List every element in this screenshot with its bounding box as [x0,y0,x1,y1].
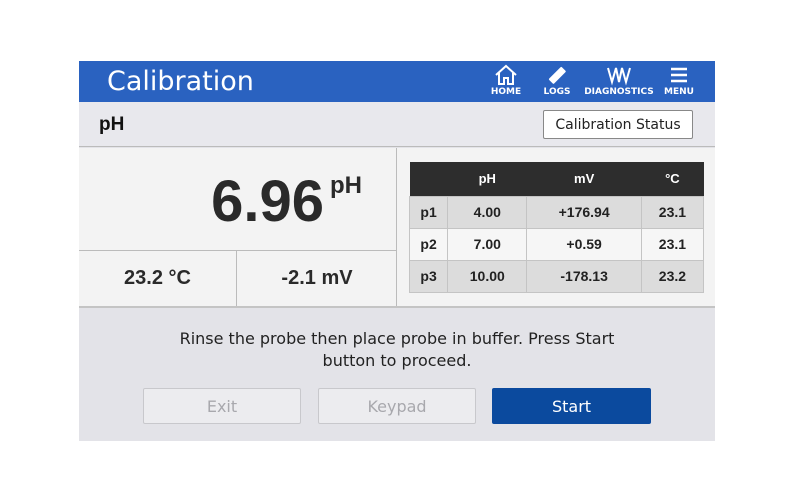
page-title: Calibration [107,66,254,97]
col-header: pH [447,162,527,196]
calibration-status-button[interactable]: Calibration Status [543,110,693,139]
usb-stick-icon [548,66,566,84]
message-line: Rinse the probe then place probe in buff… [179,329,615,348]
cell: 23.1 [640,195,705,229]
nav-menu[interactable]: MENU [662,64,696,97]
exit-button[interactable]: Exit [143,388,301,424]
cell: p3 [408,259,449,293]
reading-display: 6.96 pH 23.2 °C -2.1 mV [79,148,397,306]
cell: p2 [408,227,449,261]
reading-panel: 6.96 pH 23.2 °C -2.1 mV pH mV °C p1 4.00 +176… [79,148,715,308]
millivolt-readout: -2.1 mV [237,250,397,306]
cell: 4.00 [447,195,528,229]
nav-diagnostics-label: DIAGNOSTICS [584,87,654,97]
cell: 7.00 [447,227,528,261]
calibration-screen: Calibration HOME LOGS DIAGNOSTICS MENU p… [79,61,715,441]
nav-logs-label: LOGS [543,87,571,97]
waveform-icon [607,67,631,86]
home-icon [495,64,517,85]
ph-value: 6.96 [211,169,324,234]
subheader: pH Calibration Status [79,102,715,147]
parameter-title: pH [99,114,125,135]
keypad-button[interactable]: Keypad [318,388,476,424]
cell: -178.13 [526,259,642,293]
nav-logs[interactable]: LOGS [537,64,577,97]
instruction-message: Rinse the probe then place probe in buff… [79,328,715,372]
start-button[interactable]: Start [492,388,651,424]
table-row: p2 7.00 +0.59 23.1 [408,227,705,261]
col-header: mV [526,162,642,196]
cell: p1 [408,195,449,229]
table-row: p1 4.00 +176.94 23.1 [408,195,705,229]
cell: 10.00 [447,259,528,293]
hamburger-menu-icon [671,67,687,83]
nav-menu-label: MENU [664,87,694,97]
cell: +0.59 [526,227,642,261]
table-header: pH mV °C [409,162,704,196]
nav-home[interactable]: HOME [486,64,526,97]
header-bar: Calibration HOME LOGS DIAGNOSTICS MENU [79,61,715,102]
temperature-readout: 23.2 °C [79,250,237,306]
table-row: p3 10.00 -178.13 23.2 [408,259,705,293]
cell: 23.2 [640,259,705,293]
col-header [409,162,448,196]
ph-unit: pH [330,172,362,199]
nav-diagnostics[interactable]: DIAGNOSTICS [584,64,654,97]
cell: 23.1 [640,227,705,261]
col-header: °C [641,162,704,196]
nav-home-label: HOME [490,87,522,97]
calibration-points-table: pH mV °C p1 4.00 +176.94 23.1 p2 7.00 +0.59 23.1… [408,162,705,293]
message-line: button to proceed. [322,351,472,370]
ph-reading: 6.96 pH [211,168,362,235]
cell: +176.94 [526,195,642,229]
